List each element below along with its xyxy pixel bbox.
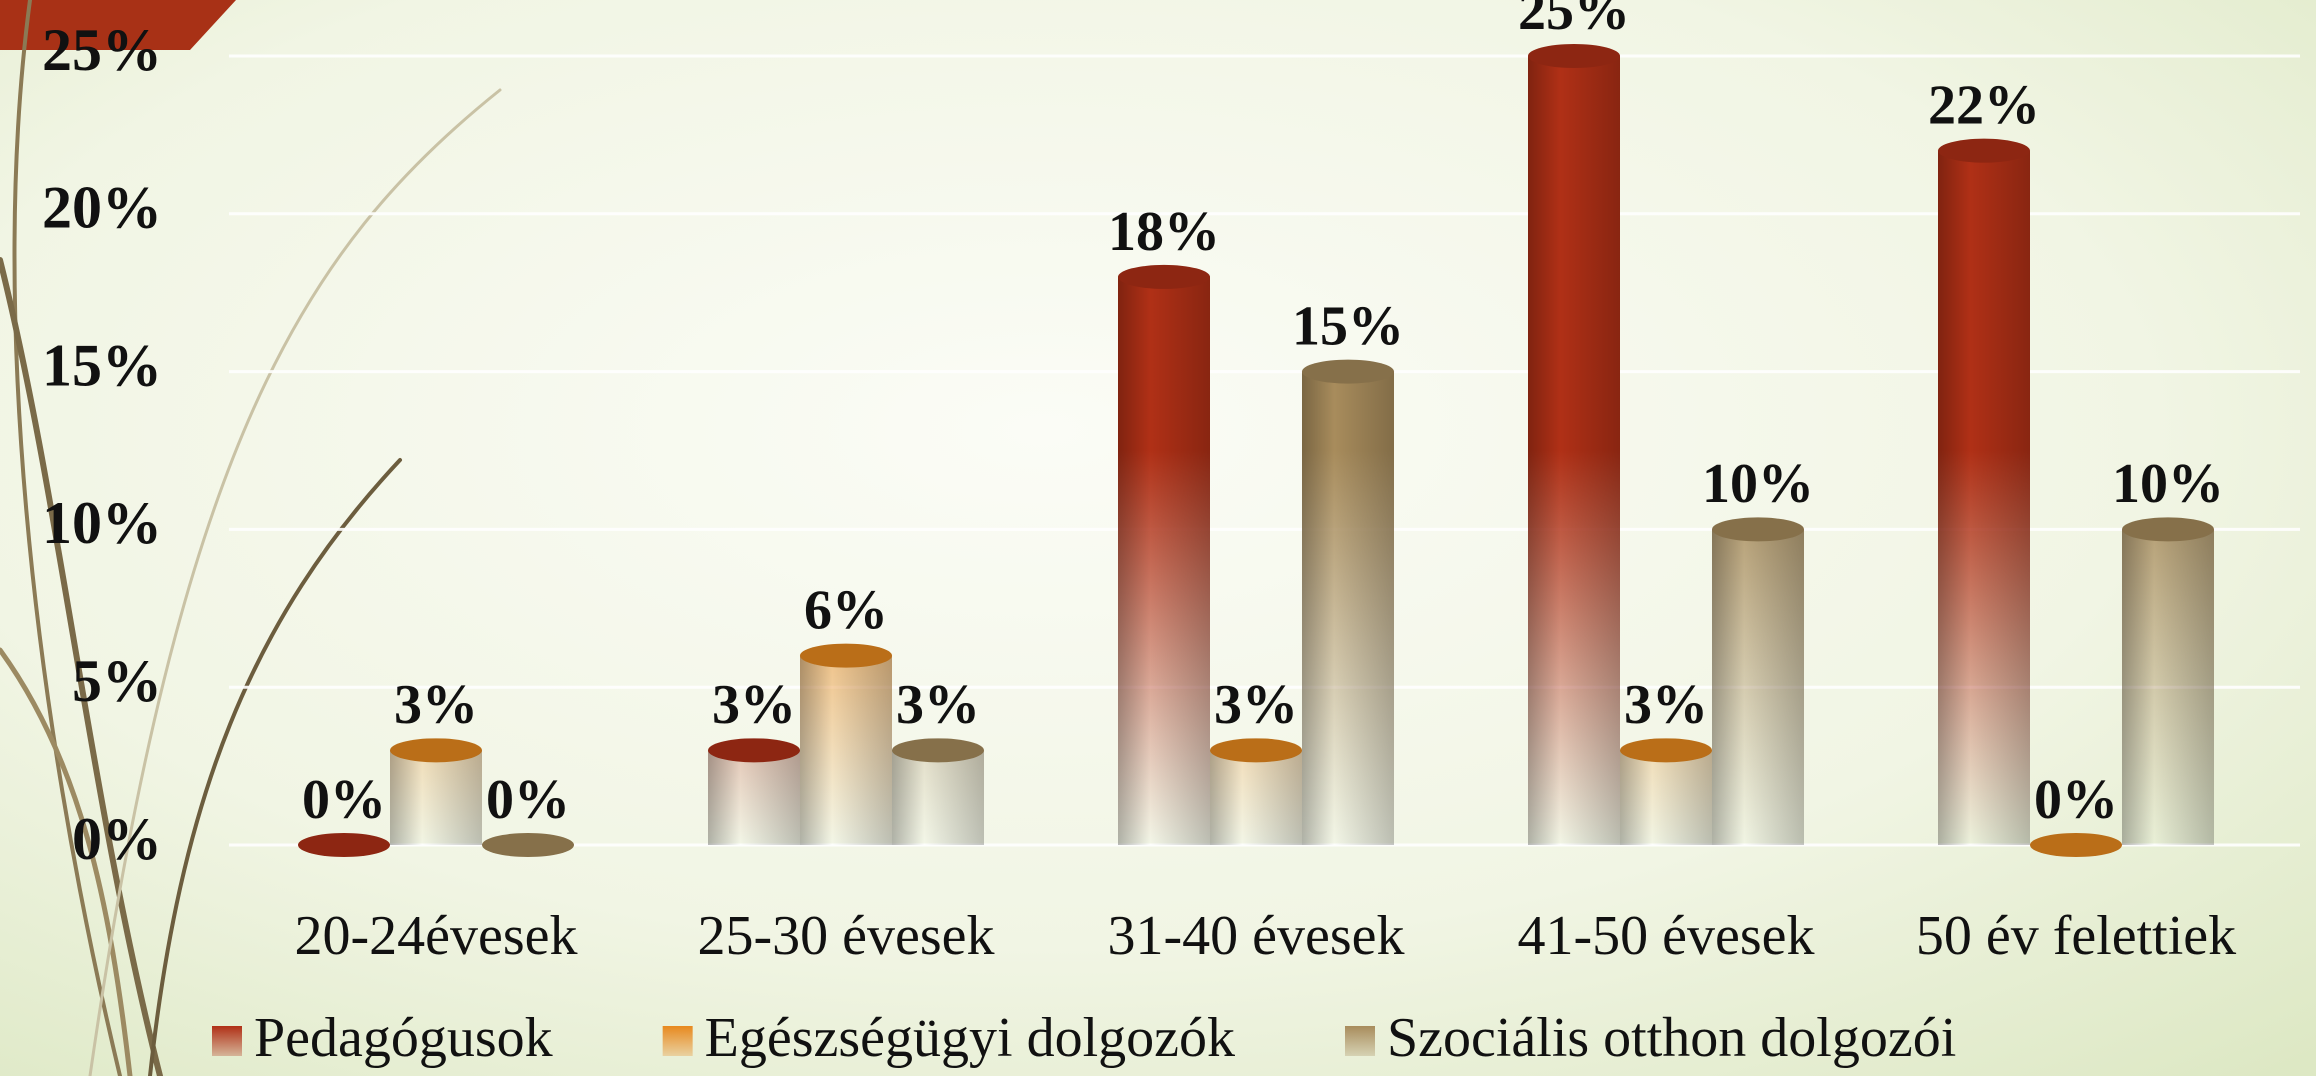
value-label: 0% (486, 769, 570, 831)
y-tick-label: 0% (72, 806, 162, 872)
bar-top (2030, 833, 2122, 857)
bar-shade (1712, 529, 1804, 845)
bar-top (1528, 44, 1620, 68)
value-label: 15% (1292, 295, 1404, 357)
bar-shade (708, 750, 800, 845)
x-tick-label: 31-40 évesek (1107, 905, 1404, 967)
y-tick-label: 25% (42, 17, 162, 83)
value-label: 0% (302, 769, 386, 831)
x-tick-label: 41-50 évesek (1517, 905, 1814, 967)
value-label: 25% (1518, 0, 1630, 42)
bar-top (298, 833, 390, 857)
value-label: 10% (1702, 453, 1814, 515)
corner-decoration (0, 0, 236, 50)
value-label: 3% (1214, 674, 1298, 736)
bar-shade (2122, 529, 2214, 845)
value-label: 3% (394, 674, 478, 736)
bar-top (1938, 138, 2030, 163)
bar-top (1302, 359, 1394, 384)
bar-shade (390, 750, 482, 845)
bar-top (390, 738, 482, 763)
legend-swatch (662, 1026, 693, 1056)
bar-top (1118, 264, 1210, 289)
value-label: 22% (1928, 75, 2040, 137)
y-tick-label: 15% (42, 332, 162, 398)
x-tick-label: 20-24évesek (294, 905, 577, 967)
bar-top (1210, 738, 1302, 763)
bar-shade (1118, 276, 1210, 845)
x-tick-label: 50 év felettiek (1916, 905, 2236, 967)
bar-shade (1620, 750, 1712, 845)
value-label: 0% (2034, 769, 2118, 831)
value-label: 6% (804, 579, 888, 641)
value-label: 3% (896, 674, 980, 736)
value-label: 3% (712, 674, 796, 736)
bar-shade (800, 655, 892, 845)
legend-label: Pedagógusok (254, 1007, 553, 1069)
bar-top (1620, 738, 1712, 763)
bar-top (708, 738, 800, 763)
bar-top (2122, 517, 2214, 542)
legend-label: Egészségügyi dolgozók (705, 1007, 1235, 1069)
bar-shade (1528, 56, 1620, 845)
bar-shade (892, 750, 984, 845)
x-tick-label: 25-30 évesek (697, 905, 994, 967)
legend-swatch (212, 1026, 242, 1056)
y-tick-label: 5% (72, 648, 162, 714)
bar-top (1712, 517, 1804, 542)
bar-top (482, 833, 574, 857)
legend-label: Szociális otthon dolgozói (1387, 1007, 1956, 1069)
bar-shade (1210, 750, 1302, 845)
y-tick-label: 10% (42, 490, 162, 556)
value-label: 3% (1624, 674, 1708, 736)
value-label: 18% (1108, 201, 1220, 263)
y-tick-label: 20% (42, 175, 162, 241)
bar-shade (1302, 371, 1394, 845)
bar-shade (1938, 150, 2030, 845)
bar-top (800, 643, 892, 668)
value-label: 10% (2112, 453, 2224, 515)
bar-top (892, 738, 984, 763)
legend-swatch (1345, 1026, 1375, 1056)
